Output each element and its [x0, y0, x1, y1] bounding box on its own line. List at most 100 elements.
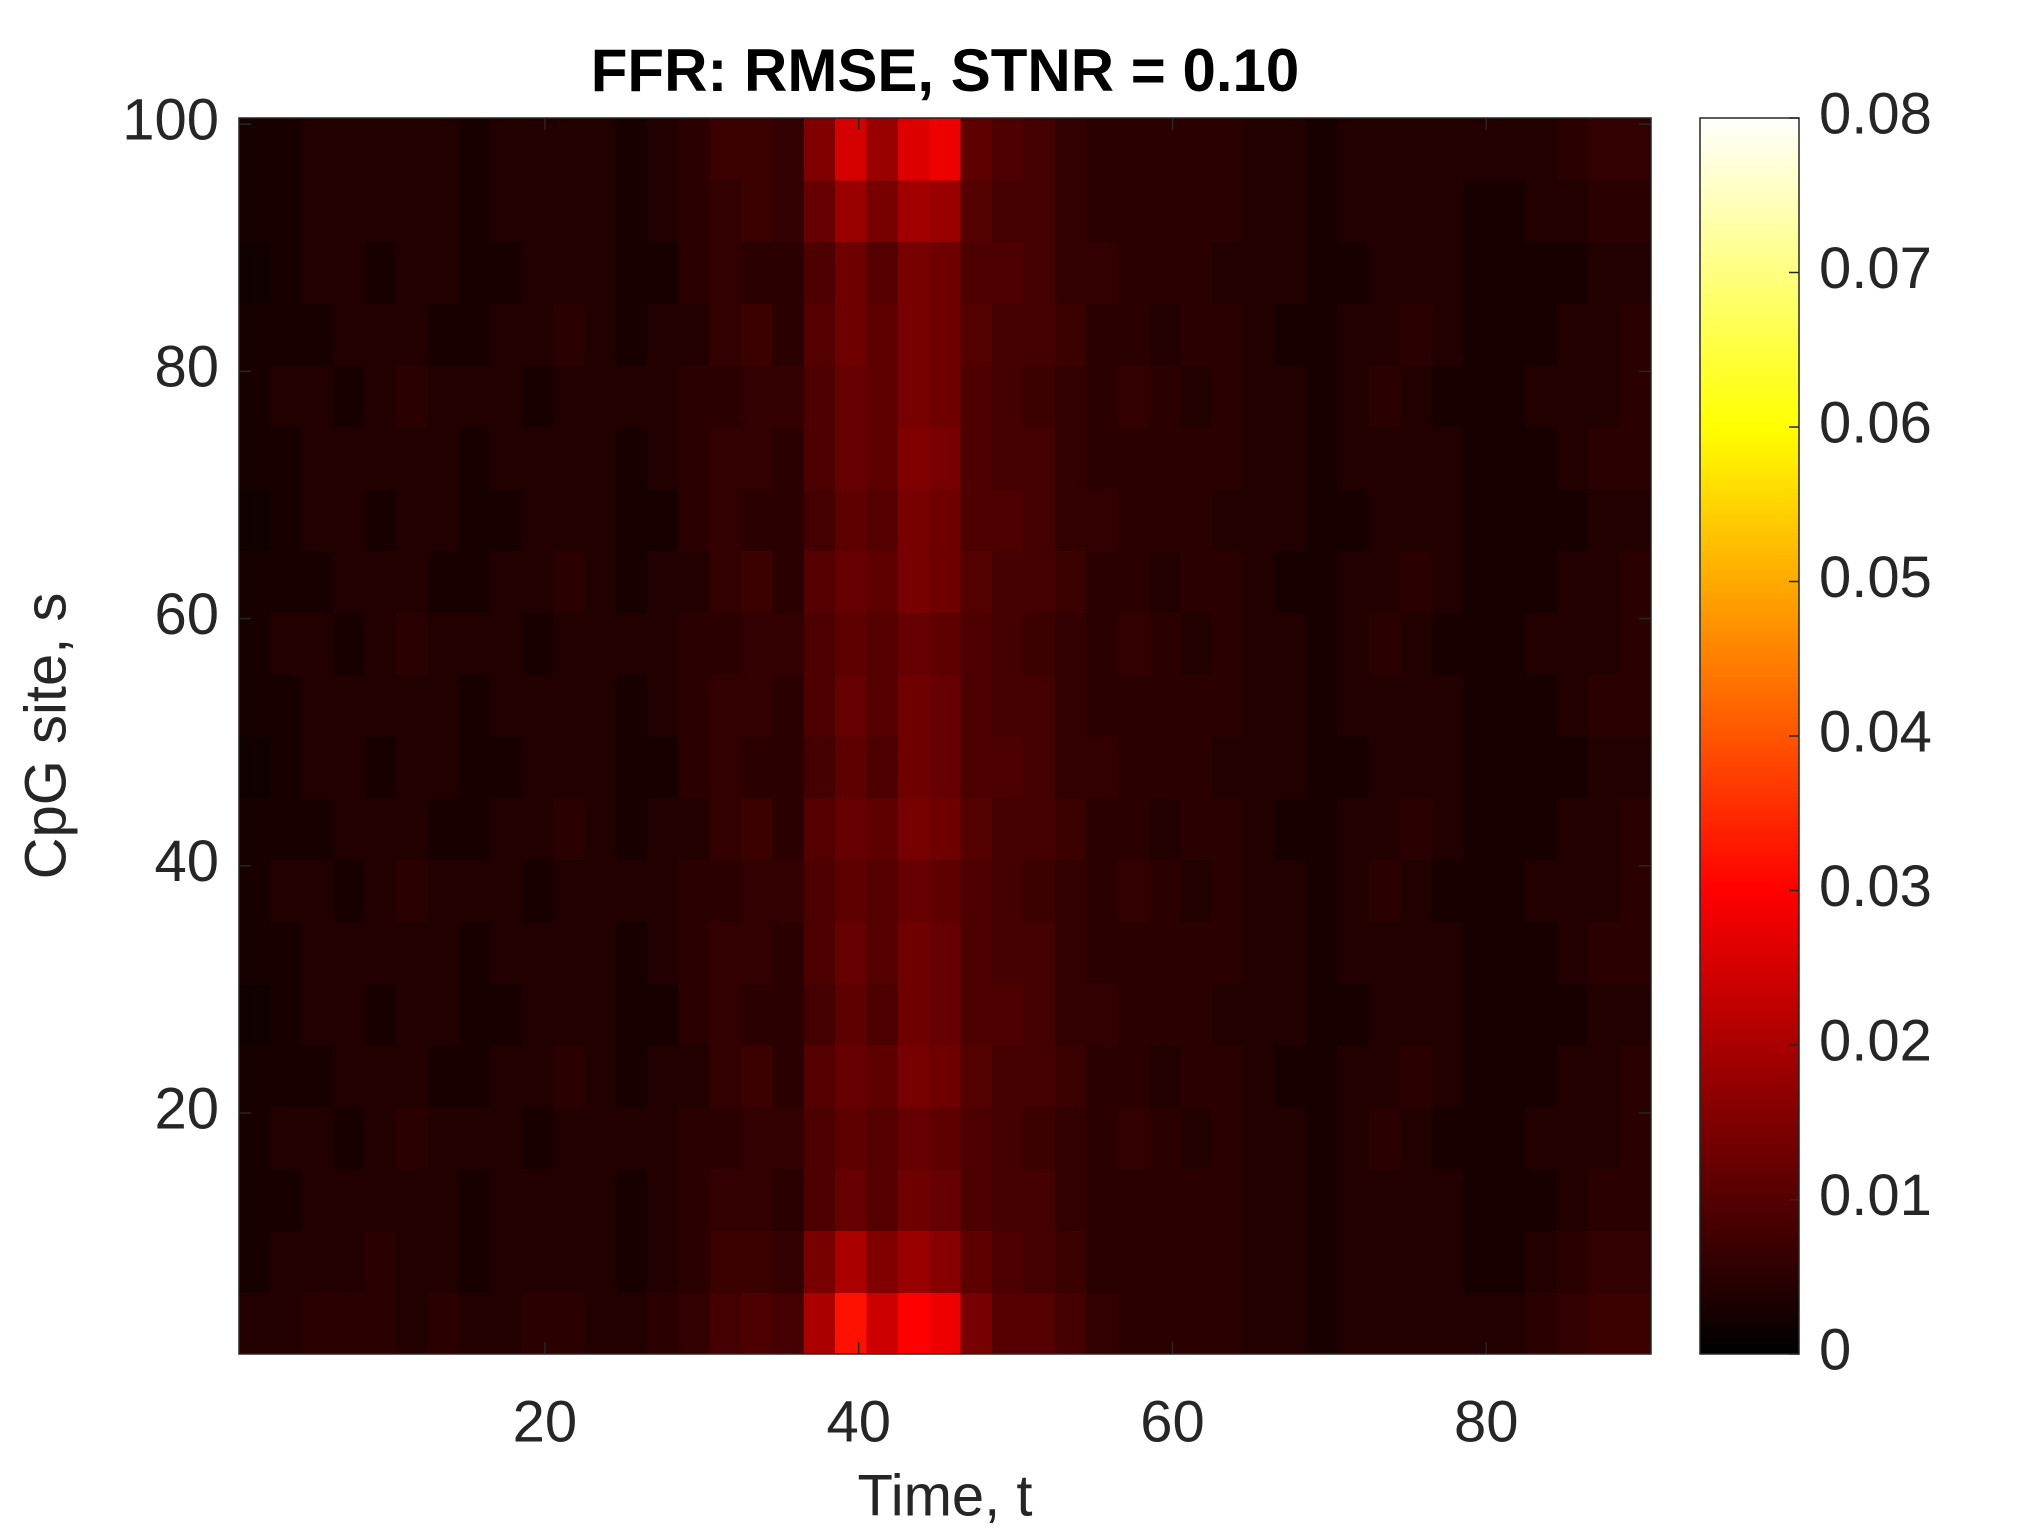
heatmap-cell [1211, 241, 1244, 304]
heatmap-cell [427, 241, 460, 304]
heatmap-cell [646, 1168, 679, 1231]
heatmap-cell [1180, 797, 1213, 861]
heatmap-cell [1023, 303, 1056, 366]
heatmap-cell [960, 859, 993, 922]
heatmap-cell [427, 1106, 460, 1170]
heatmap-cell [333, 921, 366, 984]
heatmap-cell [709, 1106, 742, 1170]
heatmap-cell [521, 488, 554, 552]
heatmap-cell [772, 1168, 805, 1231]
heatmap-cell [301, 797, 334, 861]
heatmap-cell [1588, 241, 1621, 304]
heatmap-cell [960, 1045, 993, 1108]
heatmap-cell [678, 921, 711, 984]
heatmap-cell [803, 612, 836, 675]
heatmap-cell [866, 1168, 899, 1231]
heatmap-cell [521, 550, 554, 613]
heatmap-cell [772, 550, 805, 613]
heatmap-cell [1086, 241, 1119, 304]
heatmap-cell [803, 1045, 836, 1108]
heatmap-cell [1054, 241, 1087, 304]
heatmap-cell [1525, 488, 1558, 552]
heatmap-cell [646, 1230, 679, 1293]
heatmap-cell [1525, 550, 1558, 613]
heatmap-cell [1086, 1045, 1119, 1108]
heatmap-cell [835, 921, 868, 984]
heatmap-cell [270, 921, 303, 984]
heatmap-cell [1431, 118, 1464, 181]
heatmap-cell [615, 1106, 648, 1170]
heatmap-cell [552, 118, 585, 181]
heatmap-cell [521, 921, 554, 984]
heatmap-cell [1431, 1106, 1464, 1170]
heatmap-cell [1023, 179, 1056, 243]
heatmap-cell [1462, 736, 1495, 799]
heatmap-cell [458, 179, 491, 243]
heatmap-cell [897, 427, 930, 490]
heatmap-cell [897, 179, 930, 243]
heatmap-cell [1494, 488, 1527, 552]
heatmap-cell [992, 179, 1025, 243]
heatmap-cell [1588, 1230, 1621, 1293]
heatmap-cell [1431, 859, 1464, 922]
heatmap-cell [1305, 1230, 1338, 1293]
heatmap-cell [992, 427, 1025, 490]
heatmap-cell [1494, 1292, 1527, 1355]
heatmap-cell [270, 118, 303, 181]
heatmap-cell [1148, 550, 1181, 613]
heatmap-cell [1023, 1106, 1056, 1170]
heatmap-cell [803, 365, 836, 428]
heatmap-cell [1023, 1230, 1056, 1293]
heatmap-cell [490, 859, 522, 922]
heatmap-cell [615, 1292, 648, 1355]
heatmap-cell [490, 1106, 522, 1170]
heatmap-cell [1494, 1106, 1527, 1170]
heatmap-cell [1180, 1168, 1213, 1231]
heatmap-cell [646, 1106, 679, 1170]
heatmap-cell [1462, 488, 1495, 552]
heatmap-cell [584, 674, 617, 737]
heatmap-cell [897, 1292, 930, 1355]
heatmap-cell [709, 1292, 742, 1355]
heatmap-cell [929, 241, 962, 304]
heatmap-cell [584, 736, 617, 799]
heatmap-cell [1148, 241, 1181, 304]
heatmap-cell [929, 1230, 962, 1293]
heatmap-cell [1086, 488, 1119, 552]
heatmap-cell [1462, 1045, 1495, 1108]
heatmap-cell [960, 488, 993, 552]
heatmap-cell [1086, 1230, 1119, 1293]
heatmap-cell [1368, 1168, 1401, 1231]
heatmap-cell [678, 612, 711, 675]
heatmap-cell [239, 983, 271, 1046]
heatmap-cell [270, 1106, 303, 1170]
heatmap-cell [1117, 736, 1150, 799]
heatmap-cell [584, 179, 617, 243]
heatmap-cell [772, 488, 805, 552]
heatmap-cell [1337, 365, 1370, 428]
heatmap-cell [960, 1292, 993, 1355]
heatmap-cell [395, 179, 428, 243]
heatmap-cell [678, 736, 711, 799]
heatmap-cell [1023, 983, 1056, 1046]
heatmap-cell [803, 1292, 836, 1355]
heatmap-cell [427, 612, 460, 675]
heatmap-cell [709, 983, 742, 1046]
heatmap-cell [552, 736, 585, 799]
heatmap-cell [678, 1045, 711, 1108]
heatmap-cell [1117, 797, 1150, 861]
colorbar-tick-label: 0.05 [1819, 545, 1932, 610]
heatmap-cell [490, 612, 522, 675]
heatmap-cell [929, 365, 962, 428]
heatmap-cell [615, 241, 648, 304]
heatmap-cell [1054, 179, 1087, 243]
heatmap-cell [1368, 1292, 1401, 1355]
heatmap-cell [615, 674, 648, 737]
heatmap-cell [333, 797, 366, 861]
heatmap-cell [741, 736, 774, 799]
heatmap-cell [1180, 1230, 1213, 1293]
heatmap-cell [1525, 365, 1558, 428]
heatmap-cell [1180, 1292, 1213, 1355]
heatmap-cell [1494, 983, 1527, 1046]
heatmap-cell [1148, 179, 1181, 243]
